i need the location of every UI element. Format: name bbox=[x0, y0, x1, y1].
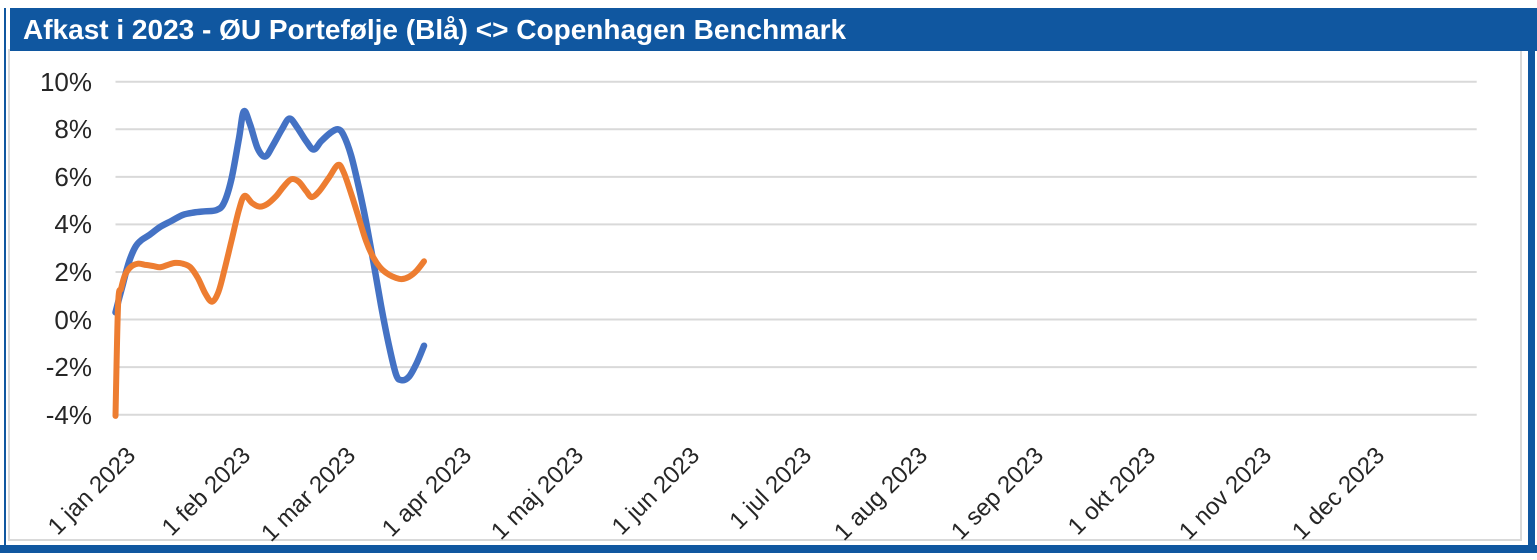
y-axis-tick-label: 0% bbox=[54, 304, 92, 335]
frame-border-bottom bbox=[0, 545, 1537, 553]
chart-plot-frame bbox=[8, 49, 1522, 541]
y-axis-tick-label: 8% bbox=[54, 114, 92, 145]
frame-border-left bbox=[4, 8, 6, 553]
y-axis-tick-label: -4% bbox=[45, 399, 92, 430]
y-axis-tick-label: 6% bbox=[54, 161, 92, 192]
series-benchmark-line bbox=[112, 161, 427, 419]
chart-title: Afkast i 2023 - ØU Portefølje (Blå) <> C… bbox=[23, 13, 847, 45]
series-portfolio-line bbox=[112, 107, 428, 384]
chart-title-bar: Afkast i 2023 - ØU Portefølje (Blå) <> C… bbox=[10, 8, 1537, 51]
y-axis-tick-label: 10% bbox=[39, 66, 92, 97]
y-axis-tick-label: -2% bbox=[45, 352, 92, 383]
frame-border-right bbox=[1528, 49, 1535, 553]
y-axis-tick-label: 2% bbox=[54, 256, 92, 287]
y-axis-tick-label: 4% bbox=[54, 209, 92, 240]
